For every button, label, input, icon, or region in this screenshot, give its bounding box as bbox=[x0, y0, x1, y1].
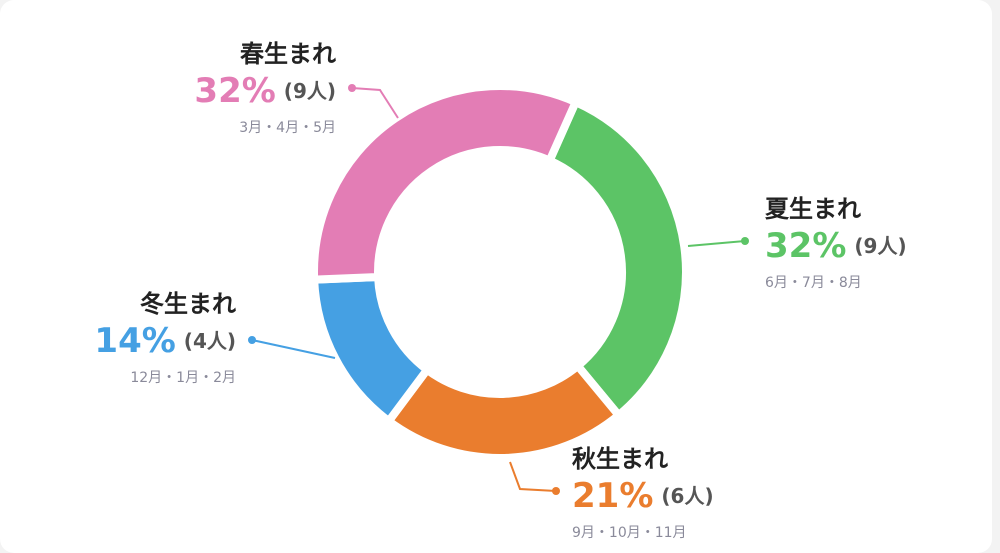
percent: 32% bbox=[765, 226, 846, 266]
months: 3月・4月・5月 bbox=[239, 120, 336, 136]
value-label: 14% (4人) bbox=[94, 321, 236, 361]
months: 9月・10月・11月 bbox=[572, 525, 687, 541]
leader-line bbox=[509, 461, 557, 492]
donut-segment bbox=[544, 96, 690, 421]
leader-line bbox=[351, 87, 399, 119]
donut-segment bbox=[310, 82, 581, 284]
category-name: 夏生まれ bbox=[765, 195, 861, 223]
leader-line bbox=[687, 240, 746, 247]
months: 6月・7月・8月 bbox=[765, 275, 862, 291]
percent: 14% bbox=[94, 321, 175, 361]
value-label: 32% (9人) bbox=[765, 226, 907, 266]
value-label: 32% (9人) bbox=[194, 71, 336, 111]
percent: 32% bbox=[194, 71, 275, 111]
leader-dot bbox=[741, 237, 749, 245]
leader-dot bbox=[348, 84, 356, 92]
leader-line bbox=[251, 339, 336, 359]
leader-dot bbox=[552, 487, 560, 495]
leader-dot bbox=[248, 336, 256, 344]
value-label: 21% (6人) bbox=[572, 476, 714, 516]
category-name: 秋生まれ bbox=[572, 445, 668, 473]
count: (9人) bbox=[854, 234, 906, 258]
count: (4人) bbox=[184, 329, 236, 353]
percent: 21% bbox=[572, 476, 653, 516]
category-name: 春生まれ bbox=[240, 40, 336, 68]
months: 12月・1月・2月 bbox=[130, 370, 236, 386]
count: (9人) bbox=[284, 79, 336, 103]
count: (6人) bbox=[661, 484, 713, 508]
category-name: 冬生まれ bbox=[140, 290, 236, 318]
